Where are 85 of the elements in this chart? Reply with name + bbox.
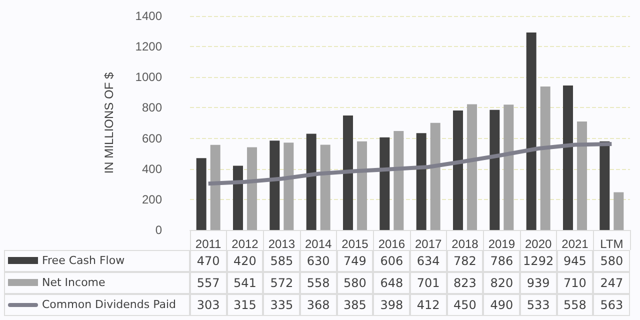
- data-label: 412: [410, 294, 447, 316]
- data-label: 786: [483, 250, 520, 272]
- bar: [600, 141, 610, 230]
- x-tick-label: LTM: [600, 237, 624, 251]
- x-tick-label: 2013: [268, 237, 296, 251]
- bar: [453, 110, 463, 230]
- x-tick-label: 2014: [304, 237, 332, 251]
- bar: [394, 130, 404, 230]
- x-tick-label: 2012: [232, 237, 259, 251]
- y-axis-title: IN MILLIONS OF $: [102, 72, 116, 174]
- bar: [343, 116, 353, 230]
- data-label: 630: [300, 250, 337, 272]
- bar: [540, 86, 550, 230]
- x-tick-label: 2015: [342, 237, 369, 251]
- data-label: 945: [556, 250, 594, 272]
- data-label: 558: [556, 294, 594, 316]
- bar: [504, 104, 514, 230]
- bar: [357, 141, 367, 230]
- data-label: 335: [263, 294, 300, 316]
- y-tick-label: 1200: [135, 40, 162, 54]
- data-label: 585: [263, 250, 300, 272]
- x-tick-label: 2020: [524, 237, 552, 251]
- x-tick-label: 2021: [562, 237, 589, 251]
- data-label: 580: [336, 272, 374, 294]
- bar: [526, 32, 536, 230]
- data-label: 820: [483, 272, 520, 294]
- bar: [233, 166, 243, 230]
- legend-label: Common Dividends Paid: [4, 294, 190, 316]
- x-tick-label: 2018: [452, 237, 479, 251]
- data-label: 749: [336, 250, 374, 272]
- legend-label: Free Cash Flow: [4, 250, 190, 272]
- data-label: 398: [373, 294, 410, 316]
- data-label: 1292: [520, 250, 557, 272]
- x-tick-label: 2016: [378, 237, 406, 251]
- y-tick-label: 1000: [135, 70, 162, 84]
- data-label: 533: [520, 294, 557, 316]
- bar: [247, 147, 257, 230]
- data-label: 541: [226, 272, 264, 294]
- data-label: 558: [300, 272, 337, 294]
- y-tick-label: 200: [142, 192, 162, 206]
- data-label: 710: [556, 272, 594, 294]
- bar: [563, 86, 573, 230]
- x-tick-label: 2011: [195, 237, 222, 251]
- data-label: 450: [446, 294, 484, 316]
- y-tick-label: 600: [142, 131, 162, 146]
- bar: [284, 142, 294, 230]
- data-label: 315: [226, 294, 264, 316]
- data-label: 368: [300, 294, 337, 316]
- bar: [430, 122, 440, 230]
- bar: [210, 144, 220, 230]
- data-label: 385: [336, 294, 374, 316]
- data-label: 490: [483, 294, 520, 316]
- data-label: 470: [190, 250, 227, 272]
- bar: [416, 133, 426, 230]
- bar: [380, 137, 390, 230]
- x-tick-label: 2019: [488, 237, 516, 251]
- line-series: [206, 142, 614, 186]
- legend-label: Net Income: [4, 272, 190, 294]
- data-label: 563: [593, 294, 630, 316]
- data-label: 303: [190, 294, 227, 316]
- data-label: 557: [190, 272, 227, 294]
- bar: [270, 140, 280, 230]
- data-label: 572: [263, 272, 300, 294]
- y-tick-label: 800: [142, 100, 162, 115]
- bar: [577, 121, 587, 230]
- bar: [306, 134, 316, 230]
- bar: [614, 192, 624, 230]
- bar: [320, 144, 330, 230]
- x-tick-label: 2017: [414, 237, 442, 251]
- data-label: 939: [520, 272, 557, 294]
- data-label: 420: [226, 250, 264, 272]
- bar: [196, 158, 206, 230]
- data-label: 823: [446, 272, 484, 294]
- data-label: 634: [410, 250, 447, 272]
- y-tick-label: 1400: [135, 9, 162, 23]
- data-label: 247: [593, 272, 630, 294]
- y-tick-label: 400: [142, 162, 162, 176]
- data-label: 580: [593, 250, 630, 272]
- bar: [490, 110, 500, 230]
- data-label: 606: [373, 250, 410, 272]
- data-label: 782: [446, 250, 484, 272]
- y-tick-label: 0: [155, 223, 162, 237]
- data-label: 701: [410, 272, 447, 294]
- data-label: 648: [373, 272, 410, 294]
- bar: [467, 104, 477, 230]
